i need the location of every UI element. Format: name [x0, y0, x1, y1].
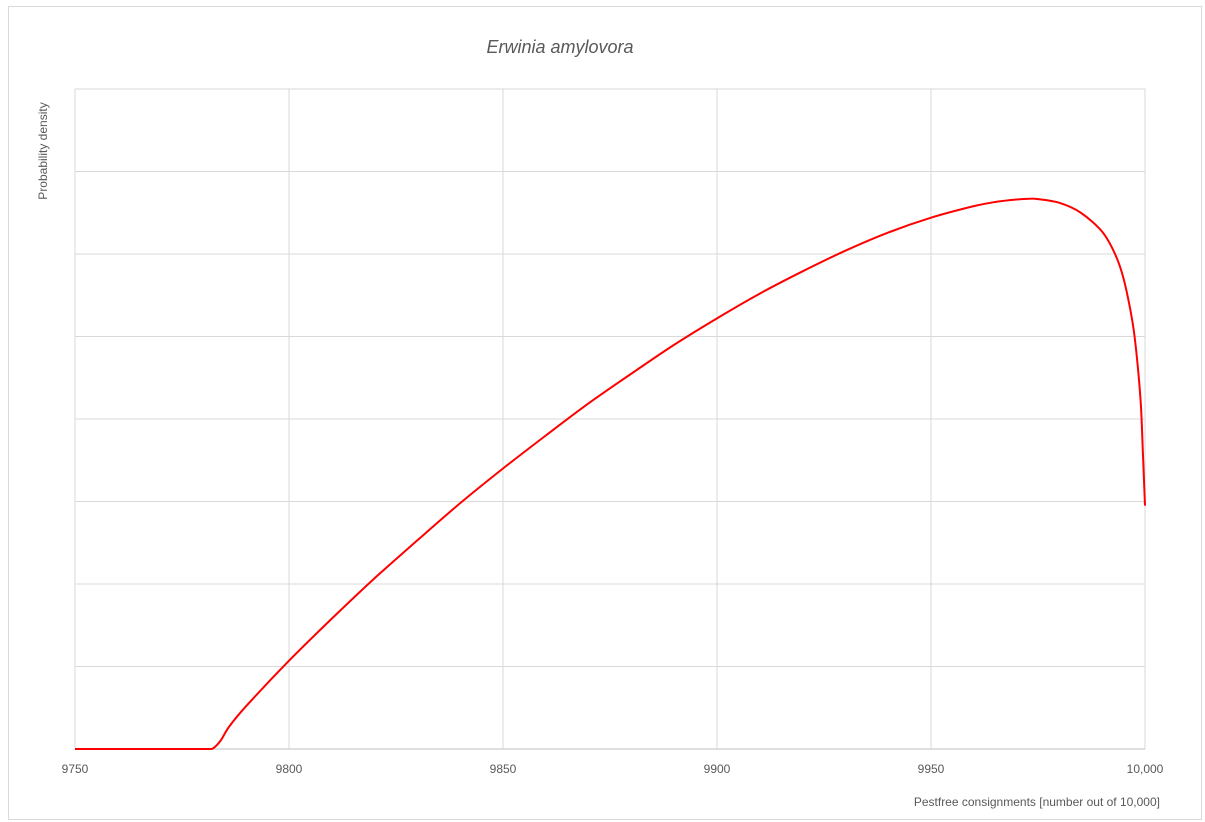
x-tick-label: 9750	[62, 762, 89, 776]
y-axis-label: Probability density	[36, 102, 50, 199]
x-tick-label: 9900	[704, 762, 731, 776]
chart-title: Erwinia amylovora	[486, 37, 633, 57]
gridlines	[75, 88, 1146, 749]
x-tick-labels: 9750 9800 9850 9900 9950 10,000	[62, 762, 1164, 776]
x-tick-label: 9950	[918, 762, 945, 776]
x-tick-label: 9850	[490, 762, 517, 776]
x-tick-label: 10,000	[1127, 762, 1164, 776]
axes	[74, 89, 1145, 750]
density-series-line	[74, 197, 1146, 751]
x-axis-label: Pestfree consignments [number out of 10,…	[914, 795, 1160, 809]
chart-frame	[8, 6, 1202, 820]
series-layer	[74, 197, 1146, 751]
x-tick-label: 9800	[276, 762, 303, 776]
